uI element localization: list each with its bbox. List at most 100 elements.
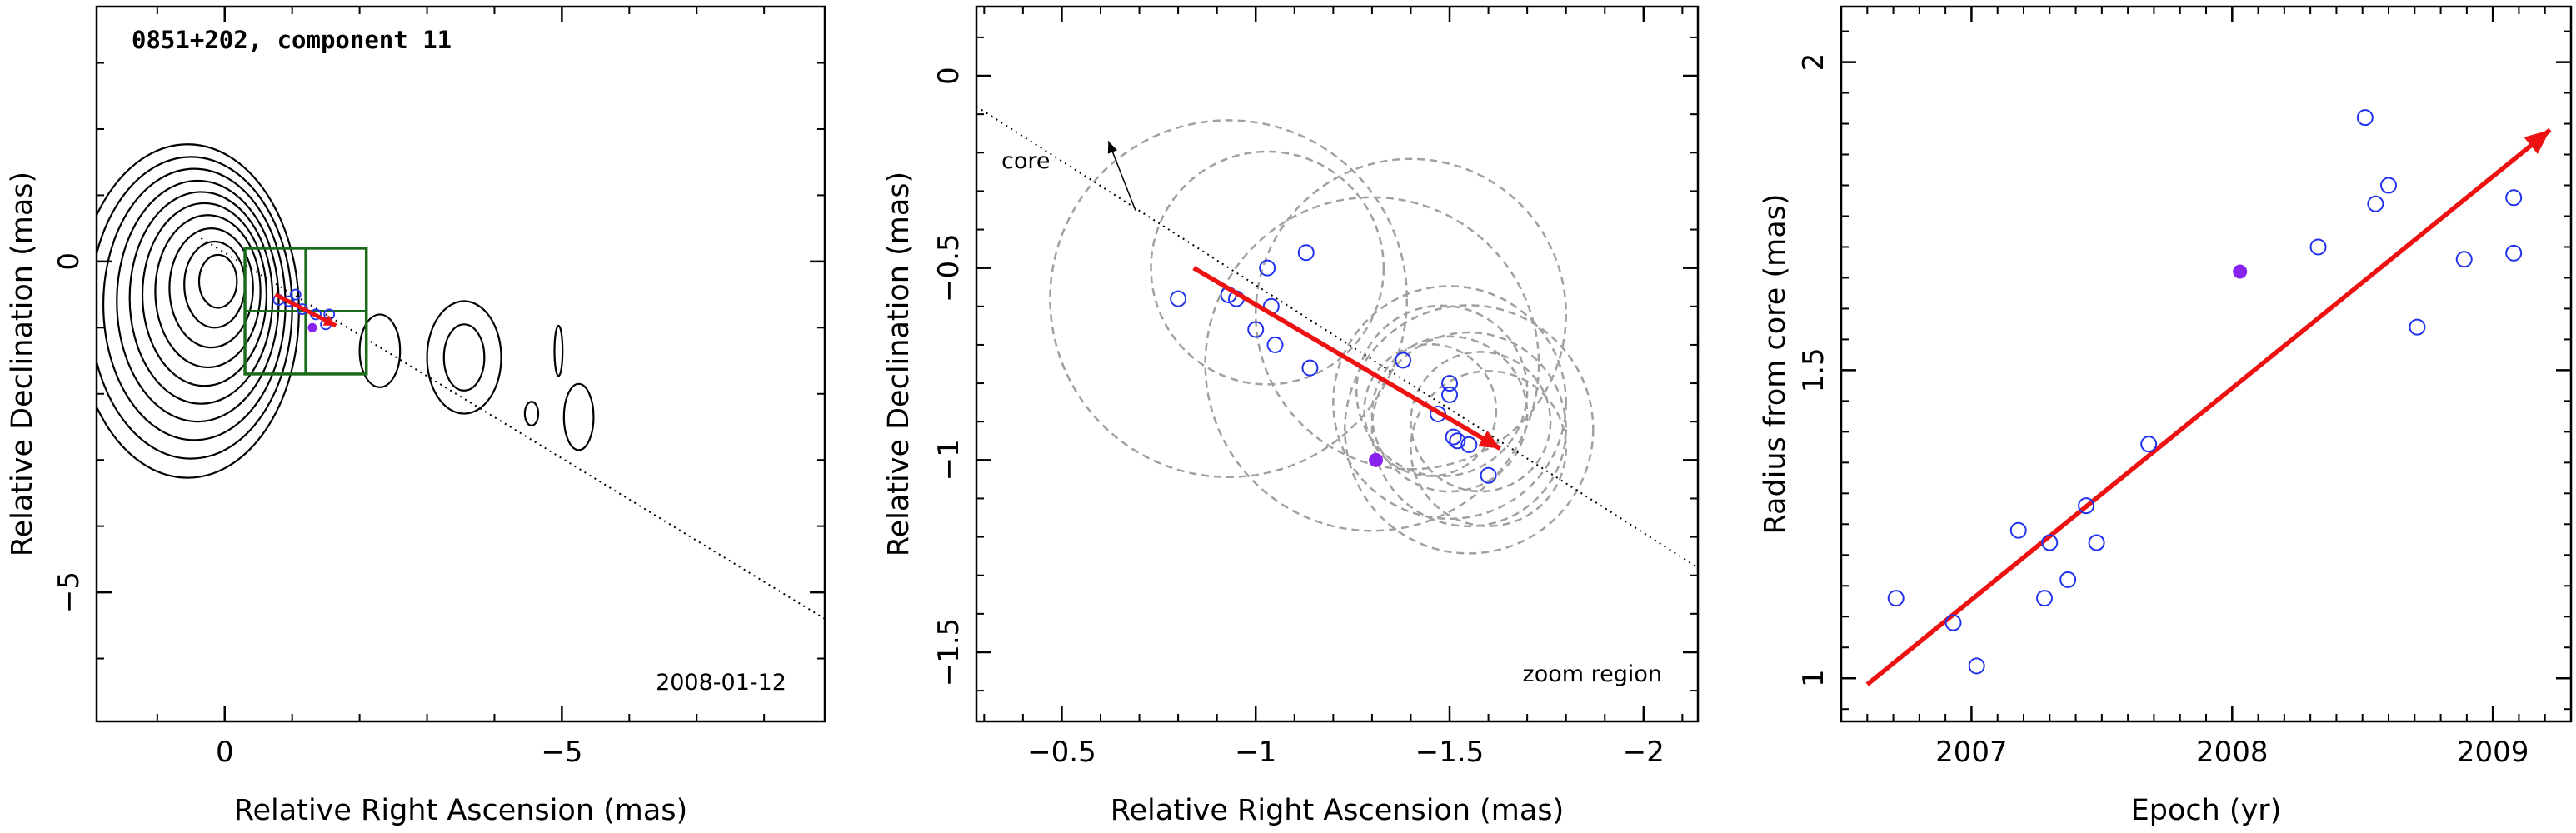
panel-radius-vs-epoch: 2007 2008 2009 1 1.5 2 Epoch (yr) Radius from… (1759, 5, 2573, 827)
panel2-y-tick-label: 0 (932, 67, 966, 85)
uncertainty-circles (1049, 119, 1595, 555)
trend-arrowhead (2524, 129, 2550, 154)
panel3-x-axis-label: Epoch (yr) (2131, 794, 2282, 827)
contour-line (154, 214, 262, 369)
core-axis-line (200, 237, 825, 620)
radius-measurement-marker (2505, 189, 2523, 207)
panel1-y-tick-label: −5 (52, 571, 86, 613)
radius-measurement-marker (2036, 590, 2054, 607)
contour-line (128, 191, 274, 405)
velocity-arrow (1192, 266, 1501, 451)
panel2-x-tick-label: −0.5 (1027, 736, 1096, 769)
component-position-marker (1441, 375, 1459, 392)
panel3-y-tick-label: 1 (1797, 669, 1830, 687)
radius-measurement-marker (2367, 195, 2384, 212)
radius-measurement-marker (2409, 318, 2426, 336)
position-uncertainty-circle (1204, 196, 1540, 532)
radius-measurement-marker (2059, 571, 2077, 588)
panel2-frame (975, 5, 1700, 723)
contour-line (97, 156, 293, 460)
component-position-marker (1301, 359, 1319, 377)
panel1-x-axis-label: Relative Right Ascension (mas) (234, 794, 687, 827)
radius-measurement-marker (2009, 521, 2027, 539)
core-direction-line (976, 106, 1698, 569)
contour-line (358, 313, 402, 388)
panel3-y-axis-label: Radius from core (mas) (1759, 193, 1792, 534)
component-position-marker (1441, 386, 1459, 403)
current-epoch-marker (2233, 264, 2248, 279)
radius-measurement-marker (2140, 436, 2158, 453)
position-uncertainty-circle (1254, 157, 1567, 471)
panel3-x-tick-label: 2008 (2196, 736, 2269, 769)
panel-zoom-region: −0.5 −1 −1.5 −2 0 −0.5 −1 −1.5 core zoom region… (882, 5, 1700, 827)
zoom-region-label: zoom region (1523, 661, 1662, 687)
contour-line (168, 227, 254, 349)
position-uncertainty-circle (1410, 351, 1552, 493)
contour-line (553, 324, 564, 377)
component-position-marker (1170, 290, 1187, 307)
position-uncertainty-circle (1332, 285, 1567, 521)
radius-measurement-marker (2088, 534, 2105, 551)
position-uncertainty-circle (1150, 150, 1385, 386)
panel2-y-axis-label: Relative Declination (mas) (882, 172, 916, 556)
component-position-marker (1266, 336, 1284, 353)
panel1-plot-layer (200, 237, 825, 620)
component-position-marker (1480, 466, 1497, 484)
panel2-y-tick-label: −1 (932, 439, 966, 481)
radius-measurement-marker (1887, 590, 1905, 607)
component-position-marker (1259, 259, 1276, 277)
panel3-plot-layer (1865, 109, 2552, 686)
radius-measurement-marker (1968, 657, 1985, 675)
panel-contour-map: 0 −5 0 −5 0851+202, component 11 2008-01-12… (6, 5, 826, 827)
panel1-ticks: 0 −5 0 −5 (52, 7, 825, 769)
contour-line (197, 253, 238, 309)
core-label: core (1001, 148, 1050, 174)
radius-measurement-marker (2356, 109, 2374, 127)
component-position-marker (1449, 432, 1466, 450)
component-position-marker (1460, 436, 1478, 453)
component-position-marker (1395, 352, 1412, 369)
panel3-ticks: 2007 2008 2009 1 1.5 2 (1797, 7, 2572, 769)
panel3-x-tick-label: 2007 (1935, 736, 2008, 769)
component-position-marker (1445, 428, 1462, 446)
panel1-frame (95, 5, 826, 723)
component-position-marker (1297, 244, 1315, 262)
velocity-arrowhead (1478, 430, 1500, 449)
radius-measurement-marker (2041, 534, 2059, 551)
panel3-x-tick-label: 2009 (2457, 736, 2529, 769)
core-pointer-arrowhead (1107, 141, 1118, 154)
panel1-y-tick-label: 0 (52, 252, 86, 271)
panel2-y-tick-label: −1.5 (932, 618, 966, 687)
contour-line (426, 300, 502, 415)
radius-measurement-marker (2505, 244, 2523, 262)
panel2-plot-layer (976, 106, 1698, 569)
contour-line (562, 382, 595, 451)
contour-line (141, 202, 268, 387)
panel3-y-tick-label: 1.5 (1797, 347, 1830, 392)
panel1-x-tick-label: −5 (541, 736, 582, 769)
position-uncertainty-circle (1370, 335, 1529, 493)
panel2-ticks: −0.5 −1 −1.5 −2 0 −0.5 −1 −1.5 (932, 7, 1698, 769)
component-position-marker (1247, 321, 1265, 338)
current-epoch-marker (307, 322, 317, 332)
position-uncertainty-circle (1049, 119, 1409, 479)
position-uncertainty-circle (1344, 304, 1595, 555)
panel2-x-tick-label: −2 (1623, 736, 1665, 769)
position-uncertainty-circle (1410, 370, 1567, 527)
panel2-x-tick-label: −1 (1235, 736, 1276, 769)
panel2-x-axis-label: Relative Right Ascension (mas) (1111, 794, 1564, 827)
contour-line (442, 323, 486, 392)
radius-measurement-marker (1944, 614, 1962, 631)
radius-measurement-marker (2380, 177, 2397, 194)
contour-line (116, 179, 280, 423)
panel1-x-tick-label: 0 (216, 736, 234, 769)
velocity-arrowhead (322, 315, 337, 326)
panel2-x-tick-label: −1.5 (1415, 736, 1485, 769)
panel3-y-tick-label: 2 (1797, 53, 1830, 72)
component-position-marker (289, 288, 302, 301)
position-uncertainty-circle (1370, 331, 1567, 528)
trend-arrow (1865, 127, 2552, 686)
panel1-date-annotation: 2008-01-12 (656, 670, 786, 696)
radius-measurement-marker (2455, 251, 2473, 268)
